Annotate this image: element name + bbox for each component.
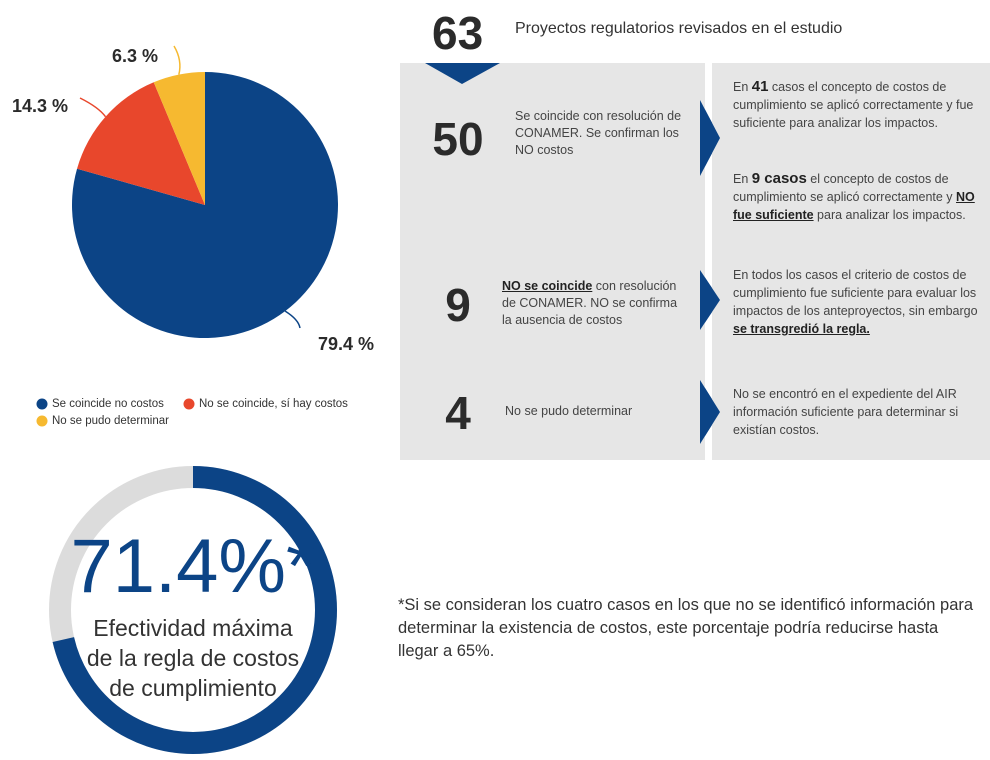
text: casos el concepto de costos de cumplimie… — [733, 80, 974, 130]
text: 9 casos — [751, 170, 807, 187]
arrow — [700, 270, 720, 330]
header-text: Proyectos regulatorios revisados en el e… — [515, 20, 843, 37]
row-description: NO se coincide con resolución de CONAMER… — [502, 278, 684, 329]
row-detail: En 41 casos el concepto de costos de cum… — [733, 78, 983, 132]
footnote: *Si se consideran los cuatro casos en lo… — [398, 596, 974, 660]
value-label: 14.3 % — [12, 96, 68, 116]
row-detail: En todos los casos el criterio de costos… — [733, 266, 983, 338]
donut-caption: de cumplimiento — [109, 675, 276, 701]
text: se transgredió la regla. — [733, 322, 870, 336]
chevron-layer — [425, 63, 500, 84]
text: En todos los casos el criterio de costos… — [733, 268, 978, 318]
text: NO fue suficiente — [733, 190, 975, 222]
arrow-layer — [700, 100, 720, 444]
donut-caption: de la regla de costos — [87, 645, 299, 671]
value-label: 6.3 % — [112, 46, 158, 66]
row-description: No se pudo determinar — [505, 403, 687, 420]
pie-slice — [77, 82, 205, 205]
text: NO se coincide — [502, 279, 593, 293]
panel-left — [400, 63, 705, 460]
legend-swatch — [36, 415, 48, 427]
legend-label: No se coincide, sí hay costos — [199, 398, 348, 410]
arrow — [700, 100, 720, 176]
legend-label: Se coincide no costos — [52, 398, 164, 410]
row-description: Se coincide con resolución de CONAMER. S… — [515, 108, 697, 159]
text: En — [733, 172, 752, 186]
row-detail: No se encontró en el expediente del AIR … — [733, 385, 983, 439]
text: En — [733, 80, 752, 94]
value-label: 79.4 % — [318, 334, 374, 354]
text: 41 — [751, 78, 769, 95]
header-count: 63 — [432, 7, 484, 59]
leader-line — [173, 45, 181, 75]
row-count: 9 — [445, 279, 471, 331]
legend-swatch — [183, 398, 195, 410]
donut-value: 71.4%* — [70, 524, 315, 609]
row-detail: En 9 casos el concepto de costos de cump… — [733, 170, 983, 224]
arrow — [700, 380, 720, 444]
chevron-down — [425, 63, 500, 84]
text: para analizar los impactos. — [813, 208, 966, 222]
text: con resolución de CONAMER. NO se confirm… — [502, 279, 678, 327]
text: No se encontró en el expediente del AIR … — [733, 387, 959, 437]
text: Se coincide con resolución de CONAMER. S… — [515, 109, 682, 157]
text: No se pudo determinar — [505, 404, 633, 418]
donut-caption: Efectividad máxima — [93, 615, 293, 641]
donut-arc — [49, 466, 337, 754]
legend-label: No se pudo determinar — [52, 415, 169, 427]
leader-line — [79, 97, 107, 118]
text: el concepto de costos de cumplimiento se… — [733, 172, 957, 204]
pie-slice — [153, 72, 205, 205]
panel-right — [712, 63, 990, 460]
leader-line — [284, 310, 301, 329]
row-count: 50 — [432, 113, 484, 165]
row-count: 4 — [445, 387, 471, 439]
legend-swatch — [36, 398, 48, 410]
